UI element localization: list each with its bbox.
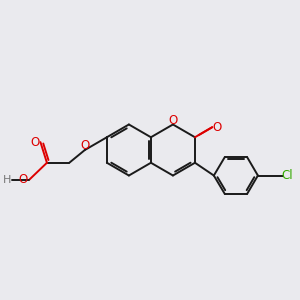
Text: H: H [2,175,11,184]
Text: O: O [213,121,222,134]
Text: O: O [168,114,178,127]
Text: O: O [80,139,89,152]
Text: Cl: Cl [281,169,293,182]
Text: O: O [19,173,28,186]
Text: O: O [31,136,40,148]
